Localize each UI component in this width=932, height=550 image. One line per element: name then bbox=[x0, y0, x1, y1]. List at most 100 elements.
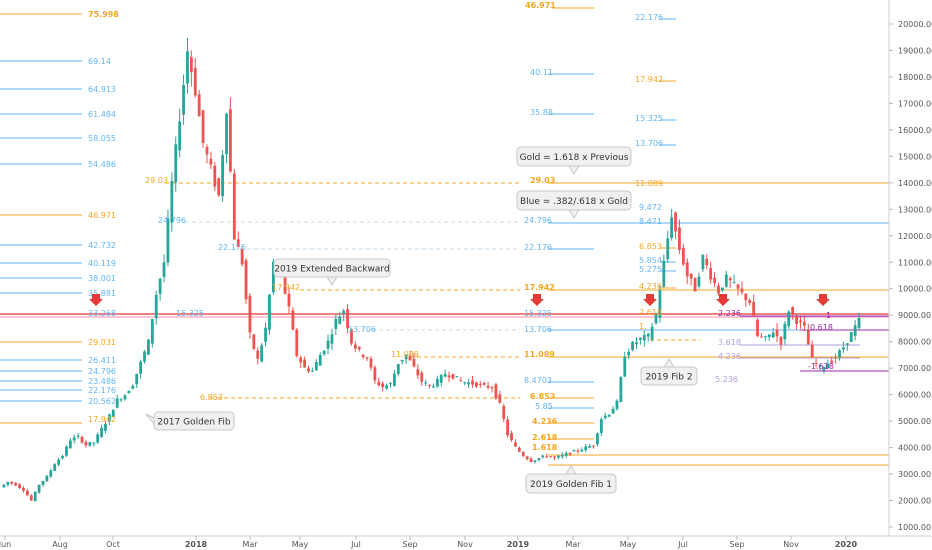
fib-label: 2.618 bbox=[639, 308, 662, 317]
x-tick-label: Mar bbox=[565, 540, 581, 549]
candle-body bbox=[22, 487, 25, 491]
candle-body bbox=[357, 346, 361, 350]
candle-body bbox=[830, 360, 834, 363]
y-tick-label: 11000.00 bbox=[898, 258, 932, 267]
candle-body bbox=[342, 310, 346, 315]
candle-body bbox=[123, 395, 127, 400]
callout-text: Gold = 1.618 x Previous bbox=[520, 153, 629, 163]
fib-label: 4.236 bbox=[639, 282, 662, 291]
candle-body bbox=[560, 454, 564, 457]
y-axis[interactable]: 20000.00 19000.00 18000.00 17000.00 16000.00… bbox=[889, 20, 932, 532]
down-arrow-icon bbox=[716, 294, 730, 306]
candle-body bbox=[447, 375, 451, 378]
candle-body bbox=[638, 337, 642, 340]
fib-label: 75.998 bbox=[88, 10, 119, 19]
candle-body bbox=[221, 155, 225, 197]
y-tick-label: 10000.00 bbox=[898, 285, 932, 294]
x-axis[interactable]: Jun Aug Oct 2018 Mar May Jul Sep Nov 2019 Mar May Ju… bbox=[0, 536, 858, 549]
red-down-arrows bbox=[89, 294, 830, 306]
candle-body bbox=[599, 419, 603, 433]
candle-body bbox=[545, 456, 549, 458]
candle-body bbox=[186, 51, 189, 84]
candle-body bbox=[771, 332, 775, 338]
candle-body bbox=[111, 409, 115, 418]
candle-body bbox=[248, 295, 252, 333]
candle-body bbox=[377, 381, 381, 386]
candle-body bbox=[350, 329, 353, 344]
candle-body bbox=[256, 350, 260, 359]
candle-body bbox=[174, 144, 178, 183]
candle-body bbox=[287, 293, 291, 307]
candle-body bbox=[393, 373, 396, 387]
candle-body bbox=[478, 384, 482, 386]
fib-label: 46.971 bbox=[525, 1, 556, 10]
fib-label: 17.942 bbox=[88, 415, 116, 424]
candle-body bbox=[295, 329, 299, 357]
candle-body bbox=[779, 336, 783, 345]
candle-body bbox=[205, 147, 209, 155]
x-tick-label: Nov bbox=[457, 540, 473, 549]
candle-body bbox=[740, 288, 744, 293]
candle-body bbox=[213, 165, 217, 187]
candle-body bbox=[713, 277, 716, 284]
candle-body bbox=[744, 293, 748, 301]
candle-body bbox=[802, 322, 806, 326]
candle-body bbox=[635, 342, 638, 345]
fib-label: 26.411 bbox=[88, 356, 116, 365]
x-tick-label: Sep bbox=[402, 540, 417, 549]
candle-body bbox=[681, 247, 685, 265]
candle-body bbox=[521, 451, 525, 457]
callout-pointer bbox=[663, 358, 675, 368]
candle-body bbox=[697, 276, 701, 287]
candle-body bbox=[291, 310, 295, 330]
candle-body bbox=[709, 268, 713, 280]
candle-body bbox=[420, 372, 424, 382]
candle-body bbox=[53, 464, 57, 471]
candle-body bbox=[615, 400, 619, 410]
candle-body bbox=[365, 357, 369, 359]
candle-body bbox=[763, 336, 767, 338]
candle-body bbox=[182, 84, 185, 115]
candle-body bbox=[334, 318, 338, 329]
candle-body bbox=[592, 445, 595, 447]
candle-body bbox=[150, 319, 154, 344]
candle-body bbox=[353, 344, 357, 349]
candle-body bbox=[404, 354, 408, 360]
candle-body bbox=[236, 239, 240, 247]
fib-label: 20.562 bbox=[88, 397, 116, 406]
y-tick-label: 12000.00 bbox=[898, 232, 932, 241]
fib-label: 61.484 bbox=[88, 110, 116, 119]
candle-body bbox=[244, 260, 248, 300]
fib-label: 22.176 bbox=[524, 243, 552, 252]
candle-body bbox=[767, 334, 771, 337]
fib-label: 22.176 bbox=[635, 13, 663, 22]
candle-body bbox=[252, 334, 256, 349]
candle-body bbox=[119, 399, 123, 401]
callout-pointer bbox=[565, 465, 577, 475]
candle-body bbox=[29, 495, 33, 501]
candle-body bbox=[822, 367, 826, 371]
candle-body bbox=[18, 484, 21, 488]
candle-body bbox=[603, 415, 607, 419]
candle-body bbox=[806, 330, 810, 345]
fib-label: 1. bbox=[639, 322, 647, 331]
candle-body bbox=[135, 373, 139, 385]
y-tick-label: 5000.00 bbox=[898, 417, 931, 426]
candle-body bbox=[49, 470, 53, 477]
y-tick-label: 17000.00 bbox=[898, 99, 932, 108]
candle-body bbox=[443, 373, 447, 377]
candle-body bbox=[303, 359, 307, 368]
fib-label: 2.618 bbox=[532, 433, 558, 442]
candle-body bbox=[412, 358, 416, 367]
candle-body bbox=[88, 442, 92, 446]
candle-body bbox=[396, 363, 400, 374]
candle-body bbox=[65, 446, 68, 456]
candle-body bbox=[162, 262, 166, 277]
candle-body bbox=[701, 254, 705, 270]
candle-body bbox=[57, 459, 61, 465]
candle-body bbox=[791, 307, 795, 315]
candle-body bbox=[826, 363, 830, 369]
y-tick-label: 16000.00 bbox=[898, 126, 932, 135]
candle-body bbox=[10, 481, 14, 484]
